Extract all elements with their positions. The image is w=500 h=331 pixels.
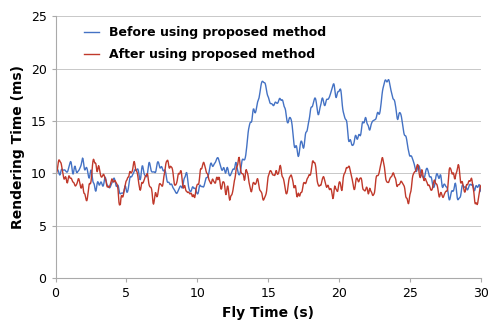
After using proposed method [478, 183, 484, 187]
Before using proposed method [446, 198, 452, 202]
X-axis label: Fly Time (s): Fly Time (s) [222, 306, 314, 320]
Legend: Before using proposed method, After using proposed method: Before using proposed method, After usin… [80, 21, 332, 66]
After using proposed method [116, 203, 122, 207]
After using proposed method [99, 175, 105, 179]
Before using proposed method [99, 182, 105, 186]
Before using proposed method [234, 166, 240, 170]
Before using proposed method [52, 166, 59, 170]
Before using proposed method [478, 189, 484, 193]
Before using proposed method [164, 174, 170, 178]
Before using proposed method [386, 78, 392, 82]
Before using proposed method [420, 176, 426, 180]
Before using proposed method [356, 134, 362, 138]
Before using proposed method [373, 117, 379, 121]
After using proposed method [164, 159, 170, 163]
After using proposed method [234, 162, 240, 166]
After using proposed method [52, 174, 59, 178]
Line: After using proposed method: After using proposed method [56, 157, 481, 205]
After using proposed method [236, 155, 242, 159]
Y-axis label: Rendering Time (ms): Rendering Time (ms) [11, 65, 25, 229]
Line: Before using proposed method: Before using proposed method [56, 80, 481, 200]
After using proposed method [356, 178, 362, 182]
After using proposed method [374, 173, 380, 177]
After using proposed method [420, 178, 426, 182]
